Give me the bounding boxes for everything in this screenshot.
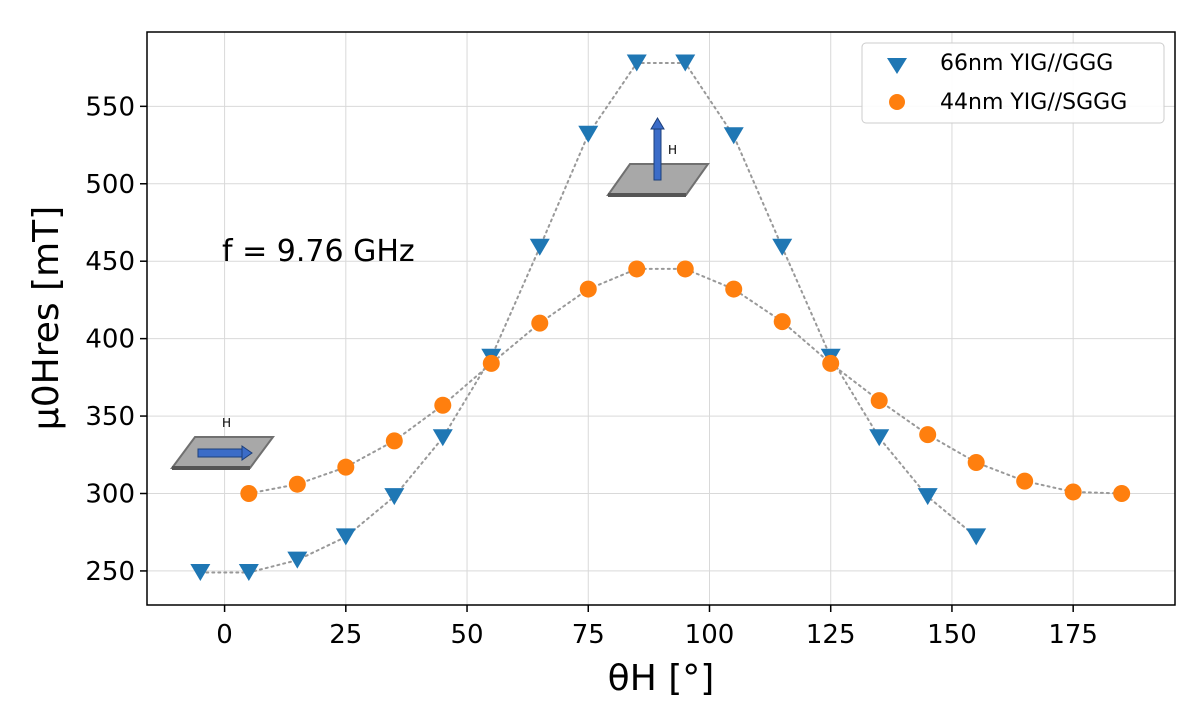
series-2-point bbox=[288, 475, 306, 493]
series-1-point bbox=[335, 528, 356, 546]
y-tick-label: 550 bbox=[85, 92, 135, 122]
series-2-point bbox=[337, 458, 355, 476]
outofplane-field-arrow-head bbox=[650, 117, 665, 130]
series-2-point bbox=[676, 260, 694, 278]
outofplane-sample-inset: H bbox=[606, 117, 710, 197]
outofplane-field-label: H bbox=[668, 143, 677, 157]
series-2-point bbox=[482, 354, 500, 372]
inplane-field-arrow-head bbox=[241, 445, 253, 461]
axis-ticks: 0 25 50 75 100 125 150 175 250 300 350 400 450 500 550 bbox=[85, 92, 1098, 650]
inplane-field-arrow-shaft bbox=[197, 448, 243, 458]
series-1-point bbox=[869, 429, 890, 447]
outofplane-field-arrow-shaft bbox=[653, 127, 662, 181]
x-tick-label: 150 bbox=[927, 620, 977, 650]
series-1-point bbox=[723, 127, 744, 145]
y-tick-label: 350 bbox=[85, 402, 135, 432]
data-markers bbox=[190, 54, 1131, 581]
series-2-point bbox=[434, 396, 452, 414]
legend-box bbox=[861, 42, 1165, 124]
series-2-point bbox=[240, 484, 258, 502]
series-2-point bbox=[773, 313, 791, 331]
inplane-field-label: H bbox=[222, 416, 231, 430]
legend-marker-series-1 bbox=[887, 58, 907, 74]
inplane-sample-inset: H bbox=[170, 416, 275, 470]
series-1-point bbox=[675, 54, 696, 72]
series-2-point bbox=[919, 426, 937, 444]
x-tick-label: 175 bbox=[1048, 620, 1098, 650]
series-2-point bbox=[967, 454, 985, 472]
series-1-point bbox=[578, 125, 599, 143]
series-1-point bbox=[626, 54, 647, 72]
series-1-point bbox=[772, 238, 793, 256]
y-axis-label: μ0Hres [mT] bbox=[26, 206, 67, 430]
series-1-point bbox=[432, 429, 453, 447]
legend-label-series-2: 44nm YIG//SGGG bbox=[940, 90, 1127, 115]
series-2-point bbox=[385, 432, 403, 450]
series-2-point bbox=[579, 280, 597, 298]
series-1-point bbox=[384, 488, 405, 506]
y-tick-label: 500 bbox=[85, 170, 135, 200]
series-2-point bbox=[1113, 484, 1131, 502]
series-1-point bbox=[190, 563, 211, 581]
x-tick-label: 100 bbox=[685, 620, 735, 650]
x-tick-label: 25 bbox=[329, 620, 362, 650]
series-2-point bbox=[822, 354, 840, 372]
sample-insets: H H bbox=[170, 117, 710, 470]
series-1-point bbox=[238, 563, 259, 581]
series-1-connector-line bbox=[199, 62, 978, 574]
series-2-point bbox=[725, 280, 743, 298]
y-tick-label: 300 bbox=[85, 479, 135, 509]
series-1-point bbox=[529, 238, 550, 256]
x-tick-label: 50 bbox=[450, 620, 483, 650]
x-tick-label: 0 bbox=[216, 620, 233, 650]
series-2-point bbox=[870, 392, 888, 410]
axes-frame bbox=[146, 31, 1176, 606]
y-tick-label: 450 bbox=[85, 247, 135, 277]
y-tick-label: 250 bbox=[85, 557, 135, 587]
x-tick-label: 125 bbox=[806, 620, 856, 650]
y-tick-label: 400 bbox=[85, 325, 135, 355]
series-1-point bbox=[966, 528, 987, 546]
series-2-point bbox=[628, 260, 646, 278]
x-tick-label: 75 bbox=[572, 620, 605, 650]
legend: 66nm YIG//GGG 44nm YIG//SGGG bbox=[861, 42, 1165, 124]
series-1-point bbox=[287, 551, 308, 569]
series-2-point bbox=[531, 314, 549, 332]
x-axis-label: θH [°] bbox=[608, 658, 715, 699]
series-2-point bbox=[1064, 483, 1082, 501]
series-1-point bbox=[917, 488, 938, 506]
frequency-annotation: f = 9.76 GHz bbox=[222, 234, 415, 269]
legend-label-series-1: 66nm YIG//GGG bbox=[940, 51, 1113, 76]
legend-marker-series-2 bbox=[889, 94, 905, 110]
series-2-point bbox=[1016, 472, 1034, 490]
